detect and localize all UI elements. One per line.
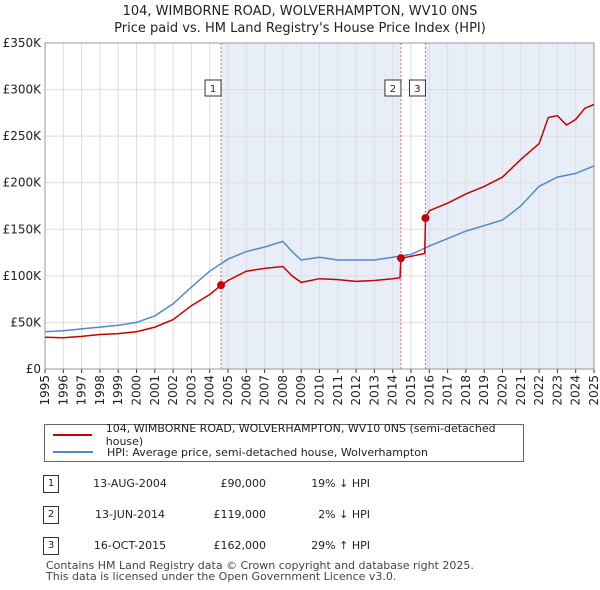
series-line-property — [44, 103, 595, 339]
sale-hpi-change: 29% ↑ HPI — [311, 539, 370, 552]
plot-border — [44, 42, 595, 370]
chart-title-line1: 104, WIMBORNE ROAD, WOLVERHAMPTON, WV10 … — [122, 4, 478, 19]
x-tick-label: 1999 — [111, 375, 125, 406]
x-tick-label: 2002 — [166, 375, 180, 406]
x-tick-label: 2025 — [587, 375, 600, 406]
x-tick-label: 2006 — [239, 375, 253, 406]
y-tick-label: £0 — [26, 362, 41, 376]
footer-attribution: Contains HM Land Registry data © Crown c… — [46, 560, 474, 582]
sale-number-badge: 1 — [43, 475, 59, 493]
x-tick-label: 2016 — [422, 375, 436, 406]
sale-marker-label: 1 — [210, 84, 216, 95]
sale-point — [217, 281, 226, 290]
legend-swatch-property — [53, 434, 92, 436]
y-tick-label: £350K — [3, 36, 43, 50]
chart-title: 104, WIMBORNE ROAD, WOLVERHAMPTON, WV10 … — [0, 3, 600, 37]
y-tick-label: £150K — [3, 222, 43, 236]
sale-price: £90,000 — [220, 477, 267, 490]
x-tick-label: 2015 — [404, 375, 418, 406]
x-tick-label: 2013 — [367, 375, 381, 406]
sale-price: £162,000 — [213, 539, 267, 552]
legend: 104, WIMBORNE ROAD, WOLVERHAMPTON, WV10 … — [44, 422, 524, 462]
x-tick-label: 2005 — [221, 375, 235, 406]
x-tick-label: 2000 — [130, 375, 144, 406]
x-tick-label: 2023 — [550, 375, 564, 406]
sale-price: £119,000 — [213, 508, 267, 521]
x-tick-label: 1997 — [75, 375, 89, 406]
x-tick-label: 2004 — [203, 375, 217, 406]
ownership-shade — [221, 43, 401, 369]
sale-marker-label: 2 — [390, 84, 396, 95]
sale-date: 13-AUG-2004 — [93, 477, 167, 490]
x-tick-label: 2012 — [349, 375, 363, 406]
x-tick-label: 2008 — [276, 375, 290, 406]
price-chart: £0 £50K £100K £150K £200K £250K £300K £350K 1995… — [3, 36, 600, 406]
x-tick-label: 2001 — [148, 375, 162, 406]
sale-hpi-change: 2% ↓ HPI — [318, 508, 370, 521]
sale-row: 1 13-AUG-2004 £90,000 19% ↓ HPI — [0, 475, 600, 495]
x-tick-label: 2019 — [477, 375, 491, 406]
x-tick-label: 2017 — [441, 375, 455, 406]
sale-marker-badge — [204, 79, 222, 97]
x-tick-label: 2021 — [514, 375, 528, 406]
series-line-hpi — [44, 165, 595, 333]
sale-row: 3 16-OCT-2015 £162,000 29% ↑ HPI — [0, 537, 600, 557]
x-tick-label: 2010 — [313, 375, 327, 406]
x-tick-label: 2024 — [569, 375, 583, 406]
x-tick-label: 1995 — [38, 375, 52, 406]
x-tick-label: 2020 — [496, 375, 510, 406]
sale-marker-badge — [384, 79, 402, 97]
y-tick-label: £300K — [3, 83, 43, 97]
x-tick-label: 1996 — [56, 375, 70, 406]
x-tick-label: 1998 — [93, 375, 107, 406]
sale-hpi-change: 19% ↓ HPI — [311, 477, 370, 490]
x-tick-label: 2009 — [294, 375, 308, 406]
legend-swatch-hpi — [53, 451, 93, 453]
x-tick-label: 2022 — [532, 375, 546, 406]
sale-date: 16-OCT-2015 — [93, 539, 167, 552]
legend-item-hpi: HPI: Average price, semi-detached house,… — [53, 444, 428, 460]
x-tick-label: 2007 — [258, 375, 272, 406]
footer-line1: Contains HM Land Registry data © Crown c… — [46, 559, 474, 572]
sale-marker-badge — [408, 79, 426, 97]
sale-date: 13-JUN-2014 — [94, 508, 166, 521]
y-tick-label: £100K — [3, 269, 43, 283]
y-tick-label: £250K — [3, 129, 43, 143]
sale-number-badge: 3 — [43, 537, 59, 555]
x-tick-label: 2018 — [459, 375, 473, 406]
y-tick-label: £50K — [10, 315, 42, 329]
sale-point — [421, 214, 430, 223]
legend-label-hpi: HPI: Average price, semi-detached house,… — [107, 445, 428, 459]
sale-number-badge: 2 — [43, 506, 59, 524]
ownership-shade — [425, 43, 594, 369]
x-tick-label: 2011 — [331, 375, 345, 406]
sale-row: 2 13-JUN-2014 £119,000 2% ↓ HPI — [0, 506, 600, 526]
sale-marker-label: 3 — [414, 84, 420, 95]
legend-item-property: 104, WIMBORNE ROAD, WOLVERHAMPTON, WV10 … — [53, 422, 523, 448]
x-tick-label: 2003 — [184, 375, 198, 406]
sale-point — [396, 254, 405, 263]
chart-title-line2: Price paid vs. HM Land Registry's House … — [114, 21, 486, 36]
legend-label-property: 104, WIMBORNE ROAD, WOLVERHAMPTON, WV10 … — [105, 422, 496, 448]
footer-line2: This data is licensed under the Open Gov… — [46, 570, 397, 583]
y-tick-label: £200K — [3, 176, 43, 190]
x-tick-label: 2014 — [386, 375, 400, 406]
